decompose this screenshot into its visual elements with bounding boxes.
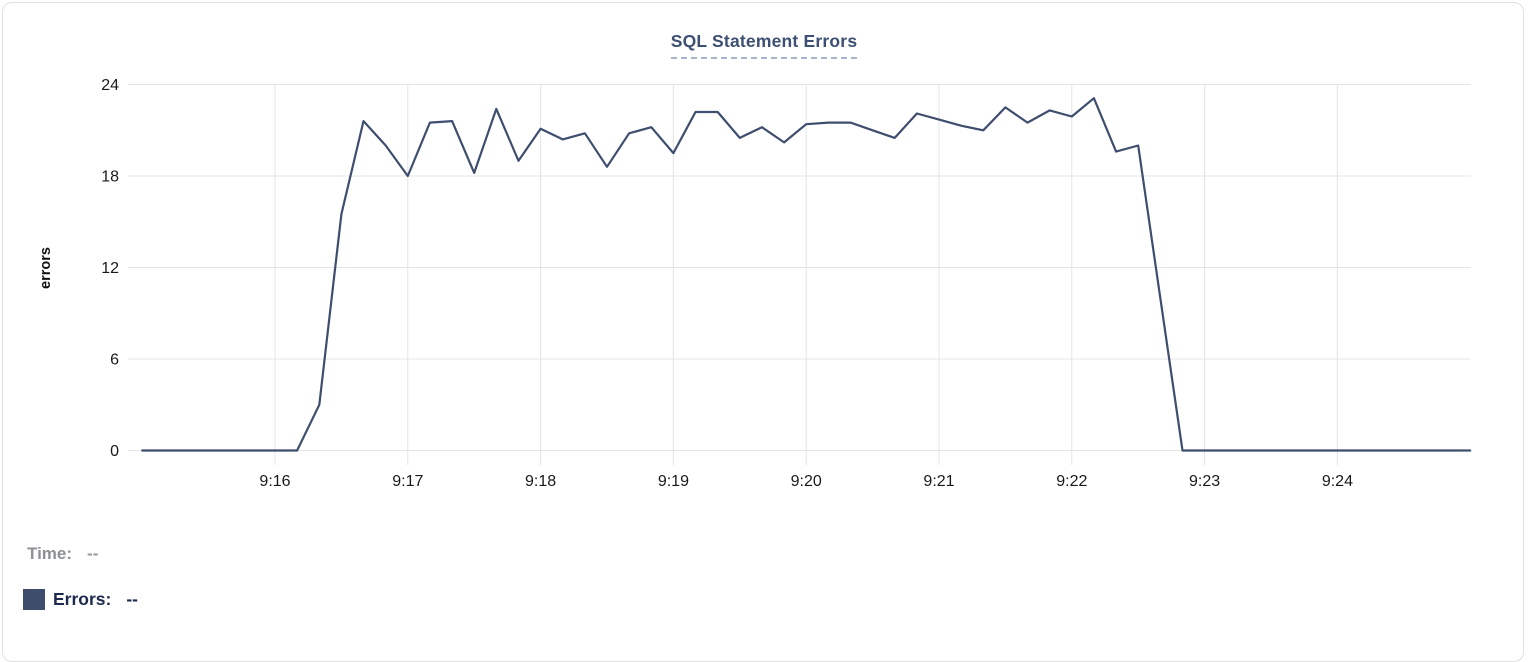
x-tick-label-9-21: 9:21 — [923, 473, 954, 490]
x-tick-label-9-16: 9:16 — [259, 473, 290, 490]
y-tick-label-24: 24 — [101, 77, 119, 94]
y-tick-label-18: 18 — [101, 169, 119, 186]
x-tick-label-9-22: 9:22 — [1056, 473, 1087, 490]
y-axis-label: errors — [38, 247, 54, 289]
x-tick-label-9-23: 9:23 — [1189, 473, 1220, 490]
x-tick-label-9-19: 9:19 — [658, 473, 689, 490]
tooltip-time-label: Time: — [27, 544, 73, 563]
y-tick-label-12: 12 — [101, 260, 119, 277]
chart-title[interactable]: SQL Statement Errors — [670, 31, 858, 59]
tooltip-errors-value: -- — [126, 589, 139, 609]
plot-area[interactable] — [128, 85, 1471, 451]
y-tick-label-0: 0 — [110, 443, 119, 460]
tooltip-errors-row: Errors: -- — [23, 589, 138, 610]
tooltip-errors-label: Errors: — [53, 589, 112, 609]
tooltip-time-value: -- — [87, 544, 99, 563]
y-tick-label-6: 6 — [110, 352, 119, 369]
tooltip-time-row: Time: -- — [27, 544, 98, 564]
x-tick-label-9-20: 9:20 — [791, 473, 822, 490]
chart-title-wrap: SQL Statement Errors — [0, 31, 1528, 59]
x-tick-label-9-18: 9:18 — [525, 473, 556, 490]
x-tick-label-9-24: 9:24 — [1322, 473, 1353, 490]
series-line-errors[interactable] — [141, 97, 1472, 452]
x-tick-label-9-17: 9:17 — [392, 473, 423, 490]
errors-series-swatch — [23, 589, 45, 610]
